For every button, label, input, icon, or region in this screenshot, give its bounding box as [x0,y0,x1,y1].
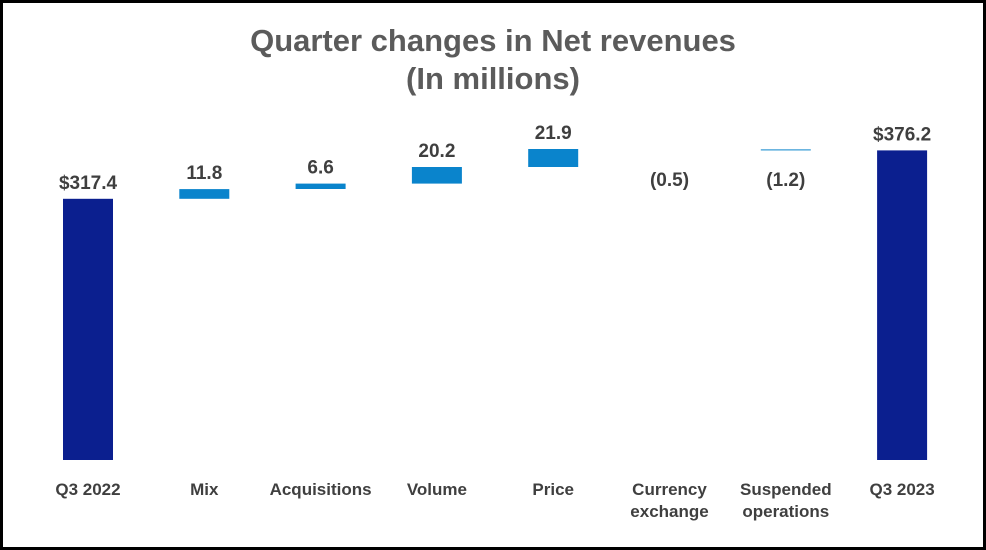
value-label-6: (1.2) [766,170,805,191]
bar-1 [179,189,230,199]
category-label-1: Mix [190,480,219,499]
bar-2 [295,183,346,189]
value-label-4: 21.9 [535,123,572,144]
chart-title-block: Quarter changes in Net revenues (In mill… [0,22,986,98]
bar-4 [528,149,579,167]
bars-group [63,149,928,461]
value-label-7: $376.2 [873,124,931,145]
bar-0 [63,198,113,461]
value-labels-group: $317.4 11.8 6.6 20.2 21.9 (0.5) (1.2) $376.2 [59,123,931,194]
category-label-3: Volume [407,480,467,499]
bar-3 [411,167,462,184]
value-label-3: 20.2 [418,141,455,162]
category-label-6: Suspended operations [740,480,832,521]
chart-subtitle: (In millions) [406,61,580,96]
bar-6 [760,149,811,151]
category-label-0: Q3 2022 [55,480,120,499]
value-label-1: 11.8 [186,163,222,184]
value-label-2: 6.6 [307,158,333,179]
category-label-4: Price [532,480,574,499]
category-label-7: Q3 2023 [869,480,934,499]
bar-7 [877,150,928,460]
category-labels-group: Q3 2022 Mix Acquisitions Volume Price Currenc… [55,480,934,521]
category-label-2: Acquisitions [270,480,372,499]
value-label-5: (0.5) [650,170,689,191]
category-label-5: Currency exchange [630,480,708,521]
chart-title: Quarter changes in Net revenues [250,23,736,58]
value-label-0: $317.4 [59,173,118,194]
